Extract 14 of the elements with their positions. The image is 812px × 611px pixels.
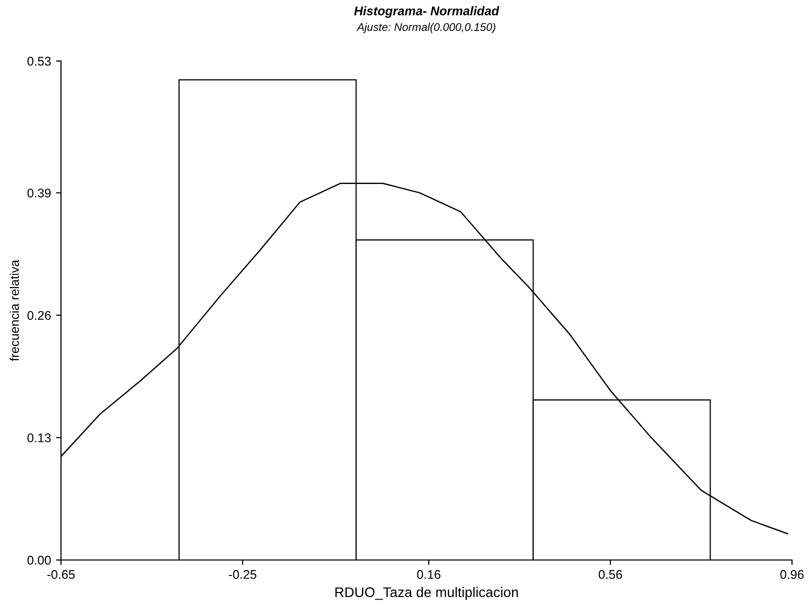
- chart-title: Histograma- Normalidad: [354, 6, 500, 18]
- y-axis-title: frecuencia relativa: [10, 260, 19, 362]
- y-tick-label: 0.53: [27, 56, 51, 66]
- y-tick-label: 0.13: [27, 433, 51, 442]
- x-tick-label: 0.16: [417, 570, 440, 579]
- y-tick-label: 0.26: [27, 311, 51, 320]
- chart-subtitle: Ajuste: Normal(0.000,0.150): [356, 22, 496, 34]
- x-axis-title: RDUO_Taza de multiplicacion: [335, 586, 518, 600]
- y-tick-label: 0.39: [27, 188, 51, 198]
- x-tick-label: -0.25: [228, 570, 256, 579]
- x-tick-label: 0.56: [598, 570, 622, 579]
- x-tick-label: -0.65: [47, 570, 75, 579]
- y-tick-label: 0.00: [27, 556, 51, 565]
- x-tick-label: 0.96: [780, 570, 804, 579]
